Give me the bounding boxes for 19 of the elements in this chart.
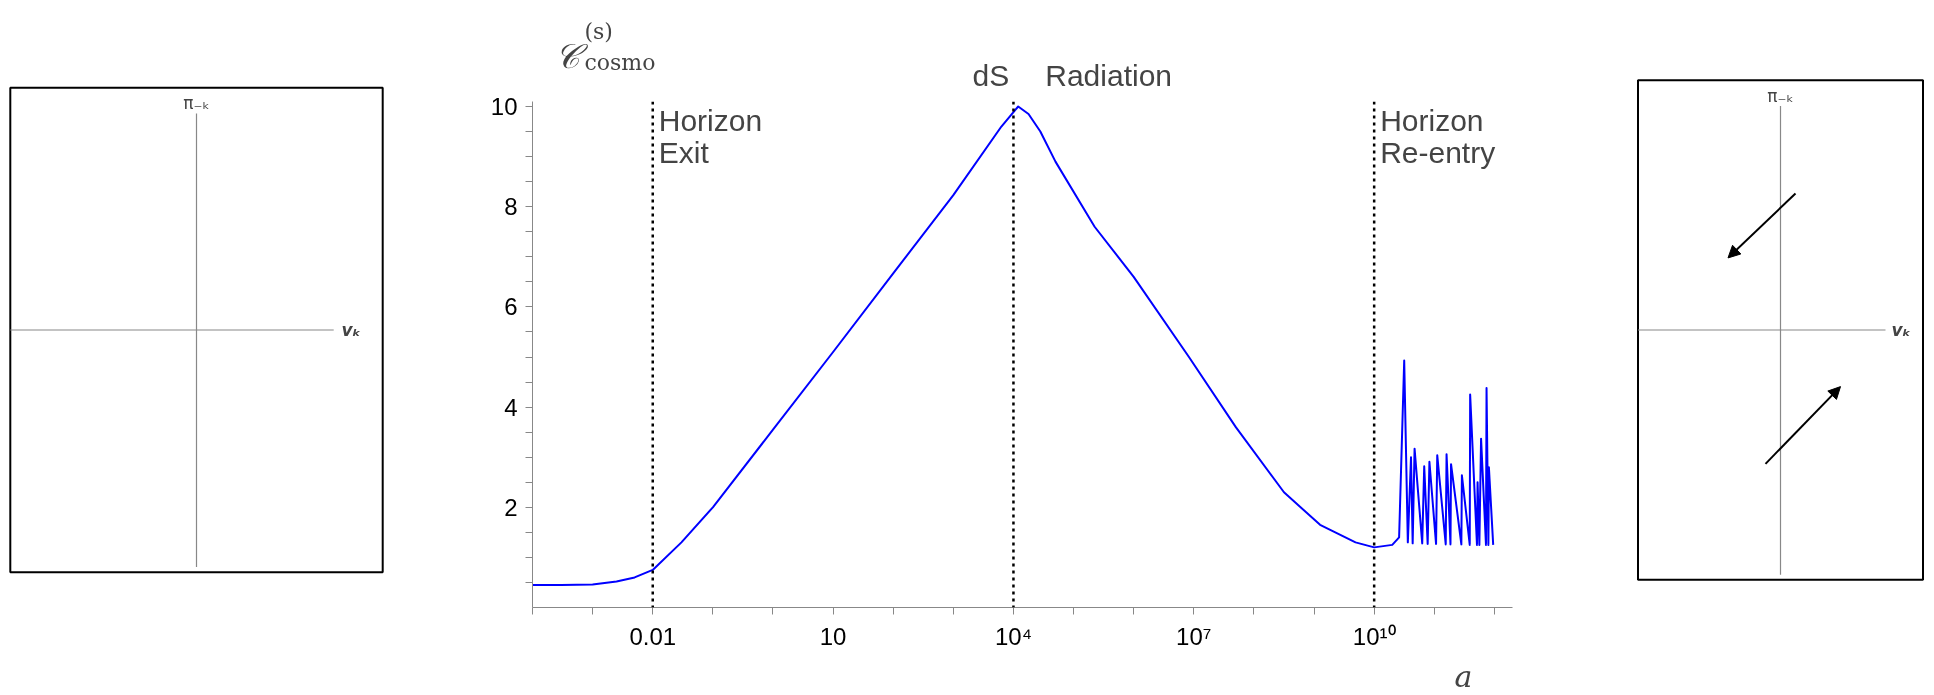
x-axis-title: a: [1454, 658, 1473, 694]
text: vₖ: [1891, 319, 1911, 340]
x-tick-label: 10: [819, 622, 847, 650]
ref-line-label: Horizon Exit: [658, 103, 763, 169]
text: π₋ₖ: [183, 93, 210, 114]
text: dS: [972, 58, 1010, 92]
y-tick-label: 4: [504, 393, 518, 421]
text: π₋ₖ: [1767, 85, 1794, 106]
y-tick-label: 6: [504, 293, 518, 321]
y-tick-label: 10: [490, 93, 518, 121]
x-tick-label: 10⁴: [994, 622, 1032, 650]
y-tick-label: 8: [504, 193, 518, 221]
text: vₖ: [341, 319, 361, 340]
x-tick-label: 0.01: [629, 622, 677, 650]
y-tick-label: 2: [504, 493, 518, 521]
x-tick-label: 10⁷: [1176, 622, 1212, 650]
ref-line-label: Horizon Re-entry: [1380, 103, 1496, 169]
x-tick-label: 10¹⁰: [1352, 622, 1396, 650]
text: Radiation: [1045, 58, 1173, 92]
